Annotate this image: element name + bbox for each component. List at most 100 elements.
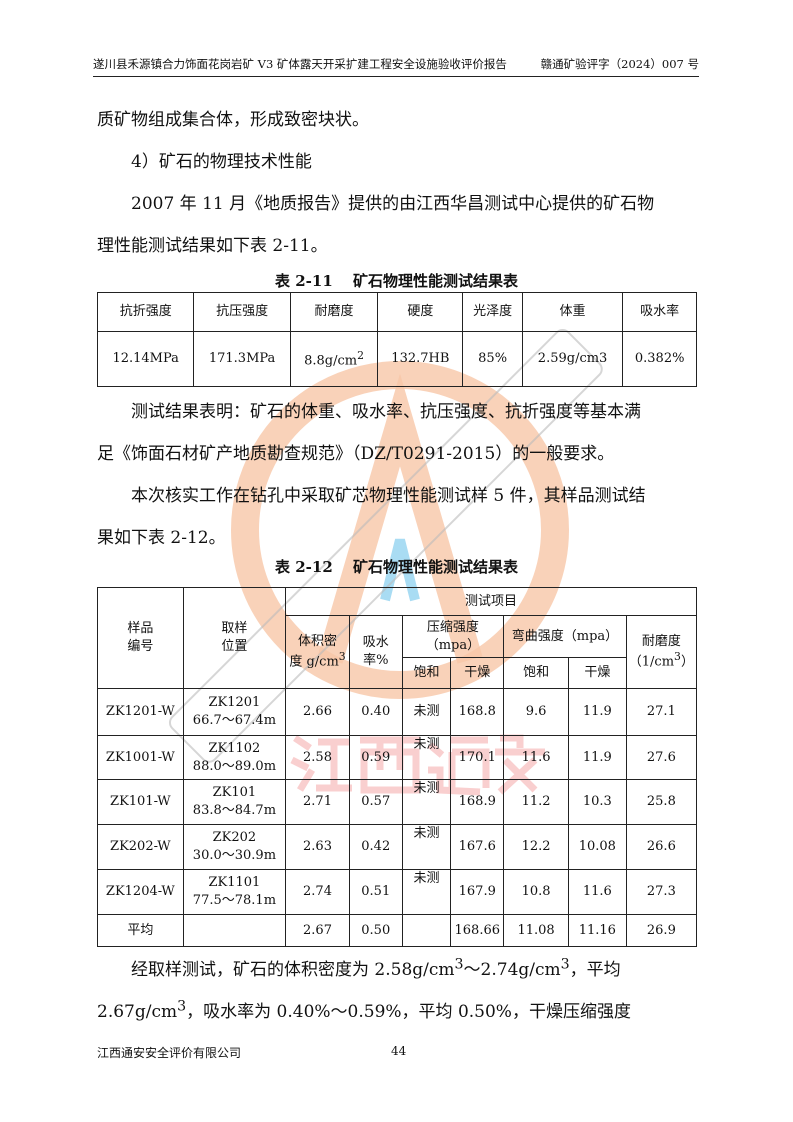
section-heading: 4）矿石的物理技术性能 xyxy=(97,152,312,172)
cell: 11.2 xyxy=(503,779,569,825)
text: 耐磨度 xyxy=(641,633,681,649)
paragraph-line: 2007 年 11 月《地质报告》提供的由江西华昌测试中心提供的矿石物 xyxy=(97,194,655,214)
cell: 2.66 xyxy=(285,688,350,736)
superscript: 2 xyxy=(357,348,364,362)
text: 0.40 xyxy=(361,704,391,720)
location-cell: ZK1201 66.7～67.4m xyxy=(182,688,287,736)
text: （mpa） xyxy=(425,637,481,653)
text: 2.67g/cm xyxy=(97,1002,178,1022)
table-row: ZK1201-W ZK1201 66.7～67.4m 2.66 0.40 未测 168.8 9… xyxy=(97,688,698,736)
text: 取样 xyxy=(221,621,248,637)
cell: 0.57 xyxy=(348,779,403,825)
header-density: 体积密度 g/cm3 xyxy=(285,615,350,689)
header-dry: 干燥 xyxy=(450,657,505,689)
cell: 168.9 xyxy=(450,779,505,825)
table-2-12: 样品 编号 取样位置 测试项目 体积密度 g/cm3 吸水率% 压缩强度 （mpa）… xyxy=(97,587,698,947)
text: 2.74 xyxy=(303,884,332,900)
cell xyxy=(182,914,287,947)
header-cell: 硬度 xyxy=(377,292,464,332)
text: 体积密 xyxy=(297,633,337,649)
text: 2.58 xyxy=(303,749,332,765)
cell: 10.8 xyxy=(503,869,569,915)
header-cell: 抗折强度 xyxy=(96,292,195,332)
value: 8.8g/cm xyxy=(304,352,358,368)
cell: 2.59g/cm3 xyxy=(521,331,624,387)
cell: 11.9 xyxy=(567,688,627,736)
text: ZK202 xyxy=(212,830,257,846)
cell: 85% xyxy=(462,331,523,387)
text: 未测 xyxy=(413,704,440,720)
paragraph-line: 足《饰面石材矿产地质勘查规范》（DZ/T0291-2015）的一般要求。 xyxy=(97,444,615,464)
table-2-11: 抗折强度 抗压强度 耐磨度 硬度 光泽度 体重 吸水率 12.14MPa 171… xyxy=(96,292,697,387)
text: 11.9 xyxy=(582,704,612,720)
cell: 未测 xyxy=(401,779,452,825)
cell: 10.3 xyxy=(567,779,627,825)
footer-company: 江西通安安全评价有限公司 xyxy=(97,1046,242,1060)
text: 率% xyxy=(363,653,389,668)
text: 位置 xyxy=(221,639,248,654)
cell: 0.40 xyxy=(348,688,403,736)
cell: 2.74 xyxy=(285,869,350,915)
cell: 未测 xyxy=(401,735,452,780)
cell: 26.9 xyxy=(625,914,698,947)
sample-id-cell: ZK1201-W xyxy=(97,688,184,736)
paragraph-line: 质矿物组成集合体，形成致密块状。 xyxy=(97,110,369,130)
cell: 2.71 xyxy=(285,779,350,825)
header-sample-id: 样品 编号 xyxy=(97,587,184,689)
cell: 0.42 xyxy=(348,824,403,870)
paragraph-line: 2.67g/cm3，吸水率为 0.40%～0.59%，平均 0.50%，干燥压缩… xyxy=(97,997,631,1022)
text: 11.9 xyxy=(582,749,612,765)
table-header-row: 抗折强度 抗压强度 耐磨度 硬度 光泽度 体重 吸水率 xyxy=(96,292,697,332)
text: 27.3 xyxy=(646,884,676,900)
superscript: 3 xyxy=(674,650,681,664)
text: 9.6 xyxy=(525,704,547,720)
text: 167.6 xyxy=(458,839,496,855)
text: 168.9 xyxy=(458,794,496,810)
paragraph-line: 测试结果表明：矿石的体重、吸水率、抗压强度、抗折强度等基本满 xyxy=(97,402,641,422)
text: 吸水 xyxy=(362,635,389,651)
header-wear: 耐磨度 （1/cm3） xyxy=(625,615,698,689)
text: 11.2 xyxy=(521,794,551,810)
location-cell: ZK1101 77.5～78.1m xyxy=(182,869,287,915)
cell: 2.58 xyxy=(285,735,350,780)
text: ZK101-W xyxy=(110,794,171,810)
text: 77.5～78.1m xyxy=(192,893,277,908)
text: 压缩强度 xyxy=(426,619,479,635)
superscript: 3 xyxy=(177,998,187,1015)
header-cell: 体重 xyxy=(521,292,624,332)
average-row: 平均 2.67 0.50 168.66 11.08 11.16 26.9 xyxy=(97,914,698,947)
header-saturated: 饱和 xyxy=(401,657,452,689)
cell: 2.63 xyxy=(285,824,350,870)
header-location: 取样 位置 xyxy=(182,587,287,689)
text: ，平均 xyxy=(569,960,621,980)
report-number: 赣通矿验评字（2024）007 号 xyxy=(540,57,699,71)
cell: 12.14MPa xyxy=(96,331,195,387)
cell: 0.382% xyxy=(622,331,697,387)
text: 170.1 xyxy=(458,749,496,765)
text: 26.6 xyxy=(646,839,676,855)
cell: 11.08 xyxy=(503,914,569,947)
text: 11.6 xyxy=(582,884,612,900)
text: 66.7～67.4m xyxy=(192,713,277,728)
text: ，吸水率为 0.40%～0.59%，平均 0.50%，干燥压缩强度 xyxy=(186,1002,631,1022)
cell: 168.66 xyxy=(450,914,505,947)
text: 0.59 xyxy=(361,749,391,765)
cell: 167.6 xyxy=(450,824,505,870)
cell: 11.9 xyxy=(567,735,627,780)
cell: 170.1 xyxy=(450,735,505,780)
text: ZK1201 xyxy=(208,695,261,711)
text: ZK202-W xyxy=(110,839,171,855)
text: 10.8 xyxy=(521,884,551,900)
sample-id-cell: ZK101-W xyxy=(97,779,184,825)
header-bending: 弯曲强度（mpa） xyxy=(503,615,627,658)
cell: 167.9 xyxy=(450,869,505,915)
header-saturated: 饱和 xyxy=(503,657,569,689)
cell: 11.16 xyxy=(567,914,627,947)
header-cell: 抗压强度 xyxy=(193,292,291,332)
cell: 平均 xyxy=(97,914,184,947)
text: 27.6 xyxy=(646,749,676,765)
text: 0.51 xyxy=(361,884,391,900)
table-row: ZK101-W ZK101 83.8～84.7m 2.71 0.57 未测 168.9 11.… xyxy=(97,779,698,825)
header-test-items: 测试项目 xyxy=(285,587,697,616)
text: ZK101 xyxy=(212,785,257,801)
